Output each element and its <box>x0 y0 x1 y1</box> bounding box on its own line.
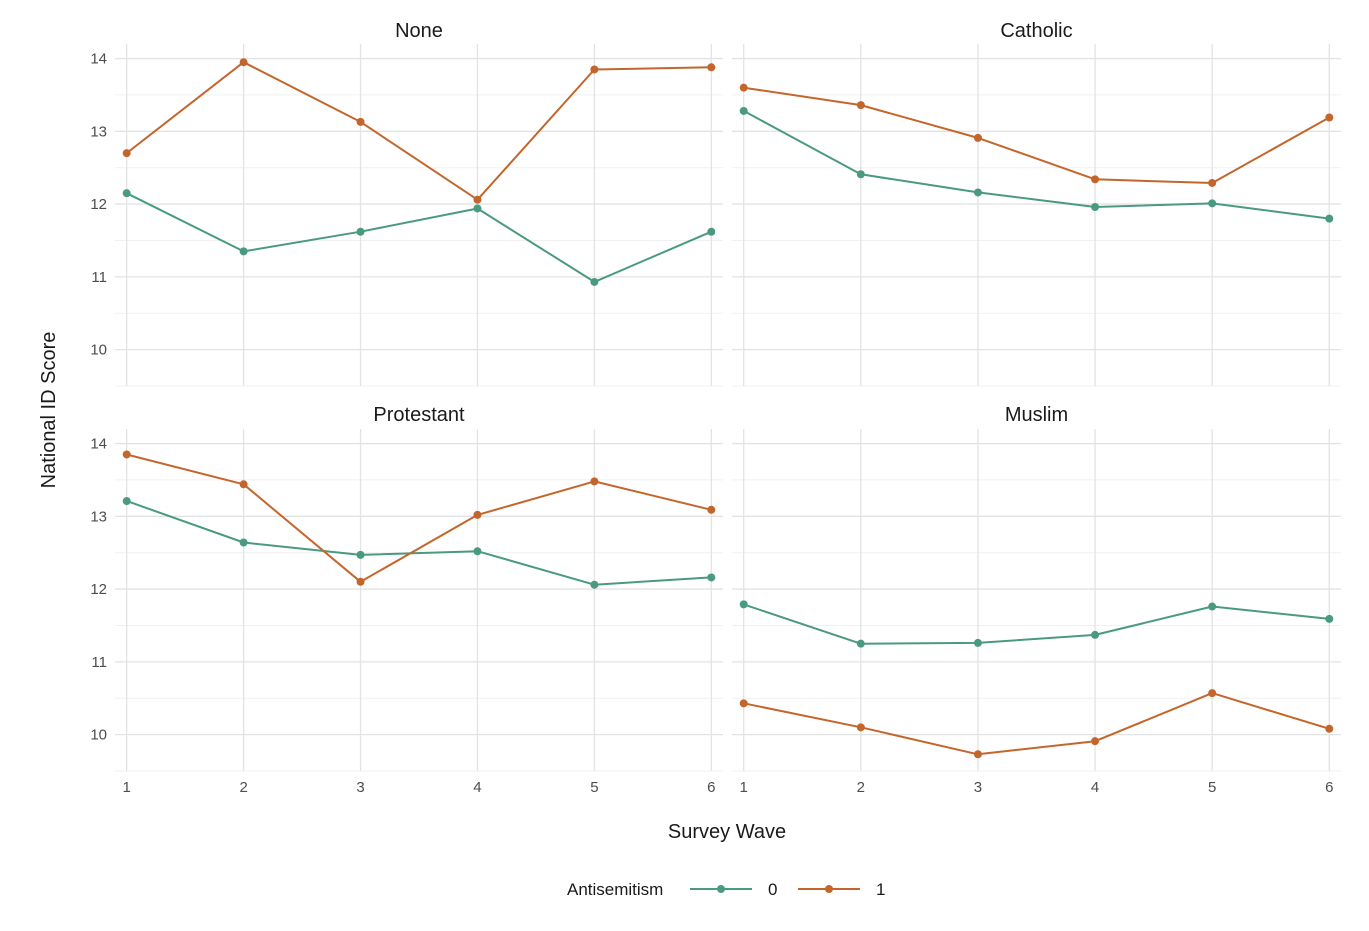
data-point-1 <box>239 58 248 67</box>
data-point-0 <box>239 538 248 547</box>
panels: None1011121314CatholicProtestant10111213… <box>90 20 1341 796</box>
data-point-0 <box>1208 199 1217 208</box>
y-tick-label: 13 <box>90 123 107 140</box>
data-point-1 <box>973 750 982 759</box>
data-point-1 <box>1325 724 1334 733</box>
data-point-0 <box>1208 602 1217 611</box>
data-point-1 <box>473 510 482 519</box>
data-point-0 <box>973 638 982 647</box>
data-point-1 <box>1091 737 1100 746</box>
data-point-0 <box>1325 614 1334 623</box>
data-point-1 <box>973 133 982 142</box>
y-tick-label: 13 <box>90 508 107 525</box>
data-point-0 <box>707 227 716 236</box>
y-axis-title: National ID Score <box>38 332 60 489</box>
series-line-1 <box>743 692 1330 756</box>
data-point-0 <box>590 580 599 589</box>
x-tick-label: 2 <box>857 779 865 796</box>
data-point-0 <box>1091 630 1100 639</box>
data-point-1 <box>356 577 365 586</box>
panel-none: None 10 11 12 13 14 <box>90 20 723 387</box>
legend-label-0: 0 <box>768 880 777 899</box>
y-tick-label: 10 <box>90 342 107 359</box>
y-tick-label: 12 <box>90 196 107 213</box>
legend-title: Antisemitism <box>567 880 663 899</box>
series-line-0 <box>126 500 712 586</box>
data-point-1 <box>1325 113 1334 122</box>
y-tick-label: 14 <box>90 51 107 68</box>
data-point-0 <box>739 106 748 115</box>
data-point-0 <box>856 639 865 648</box>
data-point-1 <box>122 450 131 459</box>
data-point-1 <box>590 65 599 74</box>
data-point-1 <box>1091 175 1100 184</box>
series-line-1 <box>743 86 1330 184</box>
series-line-1 <box>126 61 712 201</box>
data-point-1 <box>239 480 248 489</box>
series-line-1 <box>126 453 712 583</box>
x-tick-label: 3 <box>356 779 364 796</box>
y-tick-label: 11 <box>91 269 107 286</box>
data-point-0 <box>122 497 131 506</box>
y-tick-label: 12 <box>90 581 107 598</box>
panel-title: Protestant <box>373 404 465 426</box>
data-point-0 <box>356 550 365 559</box>
data-point-0 <box>473 204 482 213</box>
data-point-1 <box>122 149 131 158</box>
data-point-0 <box>590 277 599 286</box>
data-point-1 <box>356 117 365 126</box>
data-point-0 <box>707 573 716 582</box>
data-point-1 <box>707 63 716 72</box>
panel-title: None <box>395 20 443 42</box>
x-tick-label: 2 <box>239 779 247 796</box>
y-tick-label: 14 <box>90 436 107 453</box>
legend: Antisemitism 0 1 <box>567 880 885 899</box>
panel-muslim: Muslim 1 2 3 4 5 6 <box>732 404 1341 796</box>
legend-key-point-0 <box>717 885 725 893</box>
x-axis-title: Survey Wave <box>668 821 786 843</box>
x-tick-label: 4 <box>1091 779 1099 796</box>
data-point-0 <box>356 227 365 236</box>
data-point-0 <box>973 188 982 197</box>
data-point-1 <box>739 699 748 708</box>
data-point-0 <box>739 600 748 609</box>
series-line-0 <box>743 603 1330 645</box>
data-point-0 <box>1325 214 1334 223</box>
data-point-1 <box>707 505 716 514</box>
x-tick-label: 5 <box>590 779 598 796</box>
data-point-1 <box>856 723 865 732</box>
series-line-0 <box>126 192 712 283</box>
x-tick-label: 3 <box>974 779 982 796</box>
data-point-1 <box>473 195 482 204</box>
series-line-0 <box>743 110 1330 220</box>
panel-title: Muslim <box>1005 404 1068 426</box>
data-point-0 <box>1091 202 1100 211</box>
y-tick-label: 11 <box>91 654 107 671</box>
data-point-0 <box>473 547 482 556</box>
data-point-1 <box>856 101 865 110</box>
panel-catholic: Catholic <box>732 20 1341 387</box>
x-tick-label: 6 <box>1325 779 1333 796</box>
data-point-0 <box>239 247 248 256</box>
data-point-0 <box>856 170 865 179</box>
data-point-1 <box>1208 178 1217 187</box>
data-point-0 <box>122 189 131 198</box>
data-point-1 <box>739 83 748 92</box>
x-tick-label: 1 <box>123 779 131 796</box>
legend-label-1: 1 <box>876 880 885 899</box>
legend-key-point-1 <box>825 885 833 893</box>
panel-title: Catholic <box>1000 20 1072 42</box>
data-point-1 <box>1208 689 1217 698</box>
x-tick-label: 5 <box>1208 779 1216 796</box>
x-tick-label: 6 <box>707 779 715 796</box>
y-tick-label: 10 <box>90 727 107 744</box>
data-point-1 <box>590 477 599 486</box>
x-tick-label: 4 <box>473 779 481 796</box>
x-tick-label: 1 <box>740 779 748 796</box>
